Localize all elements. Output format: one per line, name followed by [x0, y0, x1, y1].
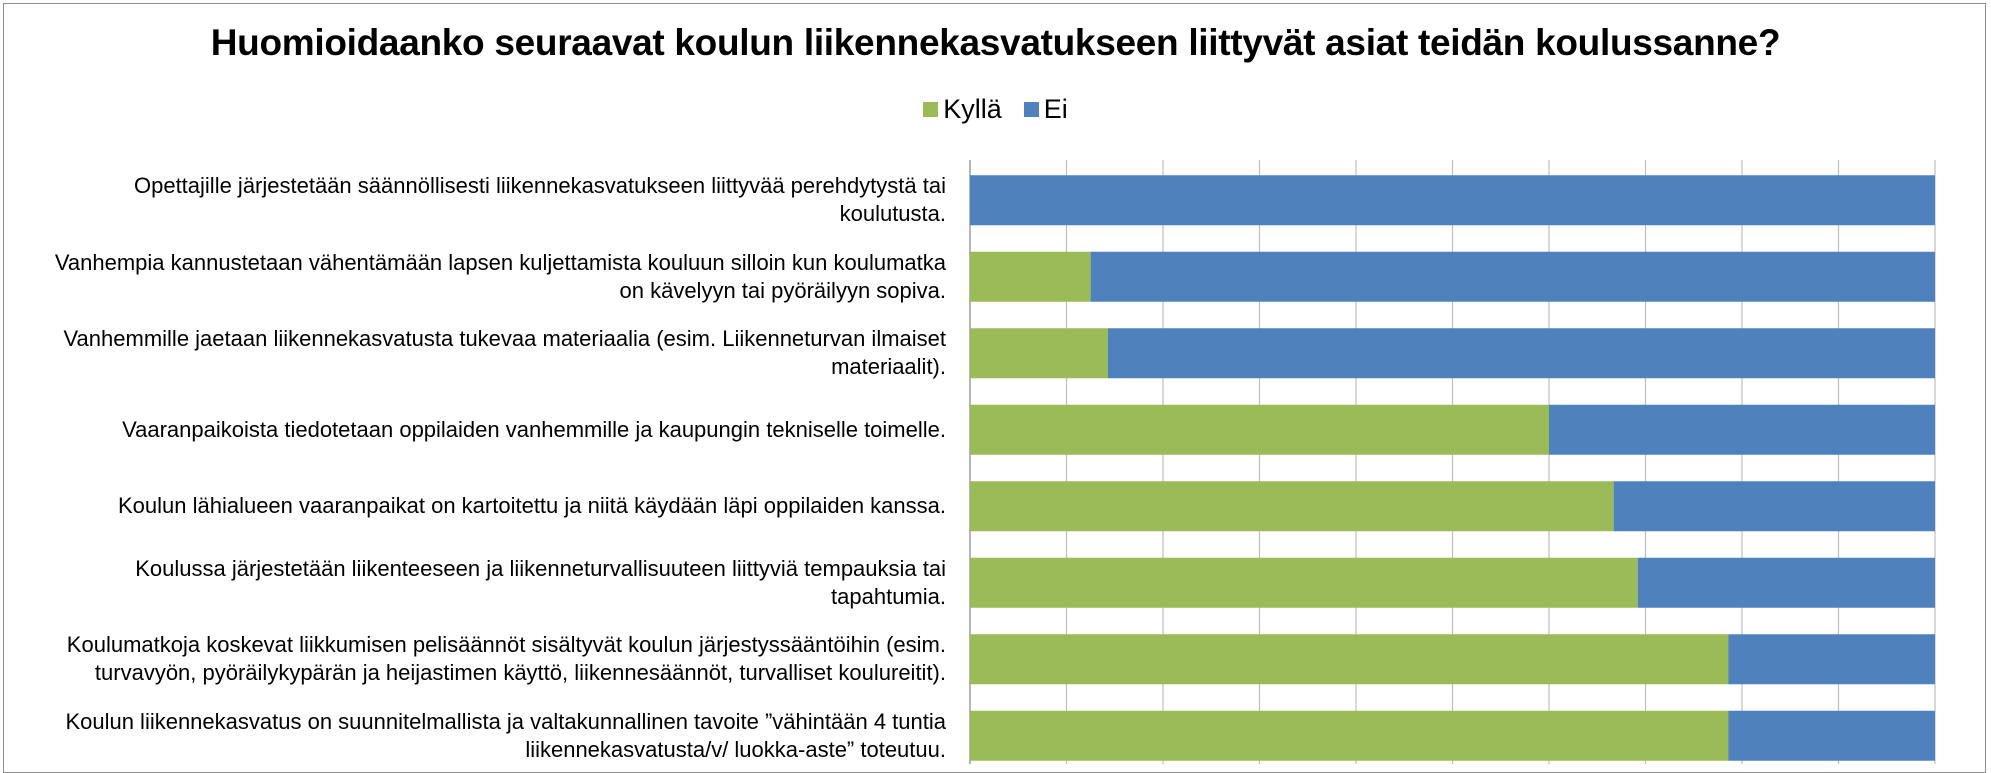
bar-ei-8 [1728, 710, 1935, 761]
bar-ei-6 [1637, 557, 1935, 608]
bar-kylla-8 [970, 710, 1729, 761]
category-label: Koulumatkoja koskevat liikkumisen pelisä… [8, 631, 946, 687]
category-label: Koulussa järjestetään liikenteeseen ja l… [8, 555, 946, 611]
legend-label-ei: Ei [1043, 94, 1068, 124]
category-label-line: materiaalit). [831, 354, 946, 380]
category-label-line: Koulun liikennekasvatus on suunnitelmall… [65, 708, 946, 734]
legend-swatch-ei [1023, 102, 1039, 117]
category-label: Opettajille järjestetään säännöllisesti … [8, 172, 946, 228]
category-label: Koulun lähialueen vaaranpaikat on kartoi… [8, 492, 946, 520]
category-label: Koulun liikennekasvatus on suunnitelmall… [8, 708, 946, 764]
category-label-line: Vaaranpaikoista tiedotetaan oppilaiden v… [122, 416, 946, 442]
bar-ei-2 [1090, 251, 1935, 302]
category-label: Vanhemmille jaetaan liikennekasvatusta t… [8, 325, 946, 381]
category-label-line: Koulumatkoja koskevat liikkumisen pelisä… [66, 632, 946, 658]
category-label-line: turvavyön, pyöräilykypärän ja heijastime… [94, 660, 946, 686]
bar-kylla-3 [970, 328, 1108, 379]
category-label-line: Koulussa järjestetään liikenteeseen ja l… [135, 555, 946, 581]
bar-kylla-7 [970, 634, 1729, 685]
bar-kylla-4 [970, 404, 1549, 455]
category-label: Vaaranpaikoista tiedotetaan oppilaiden v… [8, 416, 946, 444]
bar-ei-4 [1549, 404, 1935, 455]
category-label-line: Vanhempia kannustetaan vähentämään lapse… [54, 249, 946, 275]
bar-kylla-2 [970, 251, 1091, 302]
bar-ei-7 [1728, 634, 1935, 685]
category-label-line: liikennekasvatusta/v/ luokka-aste” toteu… [525, 736, 946, 762]
bar-ei-3 [1107, 328, 1935, 379]
category-label-line: koulutusta. [839, 201, 946, 227]
legend-item-ei: Ei [1023, 94, 1068, 125]
legend-item-kylla: Kyllä [923, 94, 1002, 125]
category-label-line: Vanhemmille jaetaan liikennekasvatusta t… [63, 326, 946, 352]
legend-label-kylla: Kyllä [943, 94, 1002, 124]
chart-title: Huomioidaanko seuraavat koulun liikennek… [210, 22, 1781, 63]
bar-kylla-5 [970, 481, 1614, 532]
category-label-line: on kävelyyn tai pyöräilyyn sopiva. [619, 277, 947, 303]
category-label: Vanhempia kannustetaan vähentämään lapse… [8, 249, 946, 305]
legend-swatch-kylla [923, 102, 939, 117]
category-label-line: Opettajille järjestetään säännöllisesti … [133, 173, 946, 199]
category-label-line: Koulun lähialueen vaaranpaikat on kartoi… [117, 493, 946, 519]
bar-kylla-6 [970, 557, 1638, 608]
chart-legend: Kyllä Ei [0, 94, 1991, 125]
bar-ei-1 [970, 175, 1935, 226]
category-label-line: tapahtumia. [831, 583, 946, 609]
bar-ei-5 [1613, 481, 1935, 532]
